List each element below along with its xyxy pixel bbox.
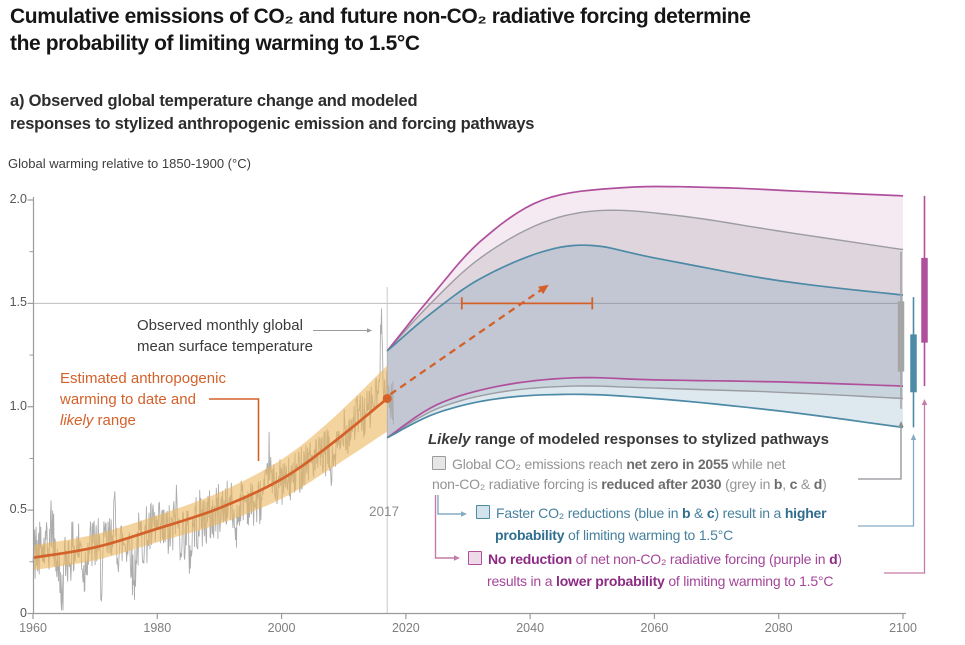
legend-purple-line1: No reduction of net non-CO₂ radiative fo… (468, 551, 842, 567)
marker-2017-label: 2017 (368, 504, 400, 519)
legend-purple-text1: No reduction of net non-CO₂ radiative fo… (488, 551, 842, 567)
y-tick-1.0: 1.0 (9, 398, 27, 413)
y-axis-caption: Global warming relative to 1850-1900 (°C… (8, 156, 251, 171)
anthro-median-line (32, 397, 389, 560)
legend-blue-text1: Faster CO₂ reductions (blue in b & c) re… (496, 505, 827, 521)
legend-purple-swatch (468, 551, 482, 565)
legend-grey-line2: non-CO₂ radiative forcing is reduced aft… (432, 476, 827, 492)
annotation-observed-line2: mean surface temperature (137, 338, 313, 355)
annotation-anthro-line1: Estimated anthropogenic (60, 370, 226, 387)
y-tick-1.5: 1.5 (9, 295, 27, 310)
purple-2100-box (921, 257, 928, 343)
x-tick-1980: 1980 (143, 621, 172, 635)
y-tick-2.0: 2.0 (9, 192, 27, 206)
y-tick-0.5: 0.5 (9, 502, 27, 517)
x-tick-2080: 2080 (764, 621, 793, 635)
legend-blue-line1: Faster CO₂ reductions (blue in b & c) re… (476, 505, 827, 521)
x-tick-2040: 2040 (516, 621, 545, 635)
panel-a-title-line2: responses to stylized anthropogenic emis… (10, 115, 535, 133)
current-warming-dot (382, 393, 392, 403)
legend-purple-line2: results in a lower probability of limiti… (487, 573, 834, 589)
y-tick-0: 0 (20, 605, 27, 620)
figure-title-line2: the probability of limiting warming to 1… (10, 32, 420, 55)
legend-title: Likely range of modeled responses to sty… (428, 431, 829, 448)
annotation-observed-line1: Observed monthly global (137, 317, 303, 334)
x-tick-2000: 2000 (267, 621, 296, 635)
legend-grey-swatch (432, 456, 446, 470)
figure-title-line1: Cumulative emissions of CO₂ and future n… (10, 5, 751, 28)
anthro-likely-band (33, 365, 388, 571)
x-tick-2100: 2100 (889, 621, 917, 635)
annotation-anthro-line2: warming to date and (60, 391, 196, 408)
legend-blue-line2: probability of limiting warming to 1.5°C (495, 527, 733, 543)
legend-grey-text1: Global CO₂ emissions reach net zero in 2… (452, 456, 786, 472)
x-tick-1960: 1960 (19, 621, 47, 635)
grey-2100-box (897, 301, 905, 372)
legend-grey-line1: Global CO₂ emissions reach net zero in 2… (432, 456, 786, 472)
legend-blue-swatch (476, 505, 490, 519)
x-tick-2060: 2060 (640, 621, 669, 635)
annotation-anthro-line3: likely range (60, 412, 136, 429)
blue-2100-box (910, 334, 917, 393)
x-tick-2020: 2020 (391, 621, 420, 635)
panel-a-title-line1: a) Observed global temperature change an… (10, 92, 418, 110)
